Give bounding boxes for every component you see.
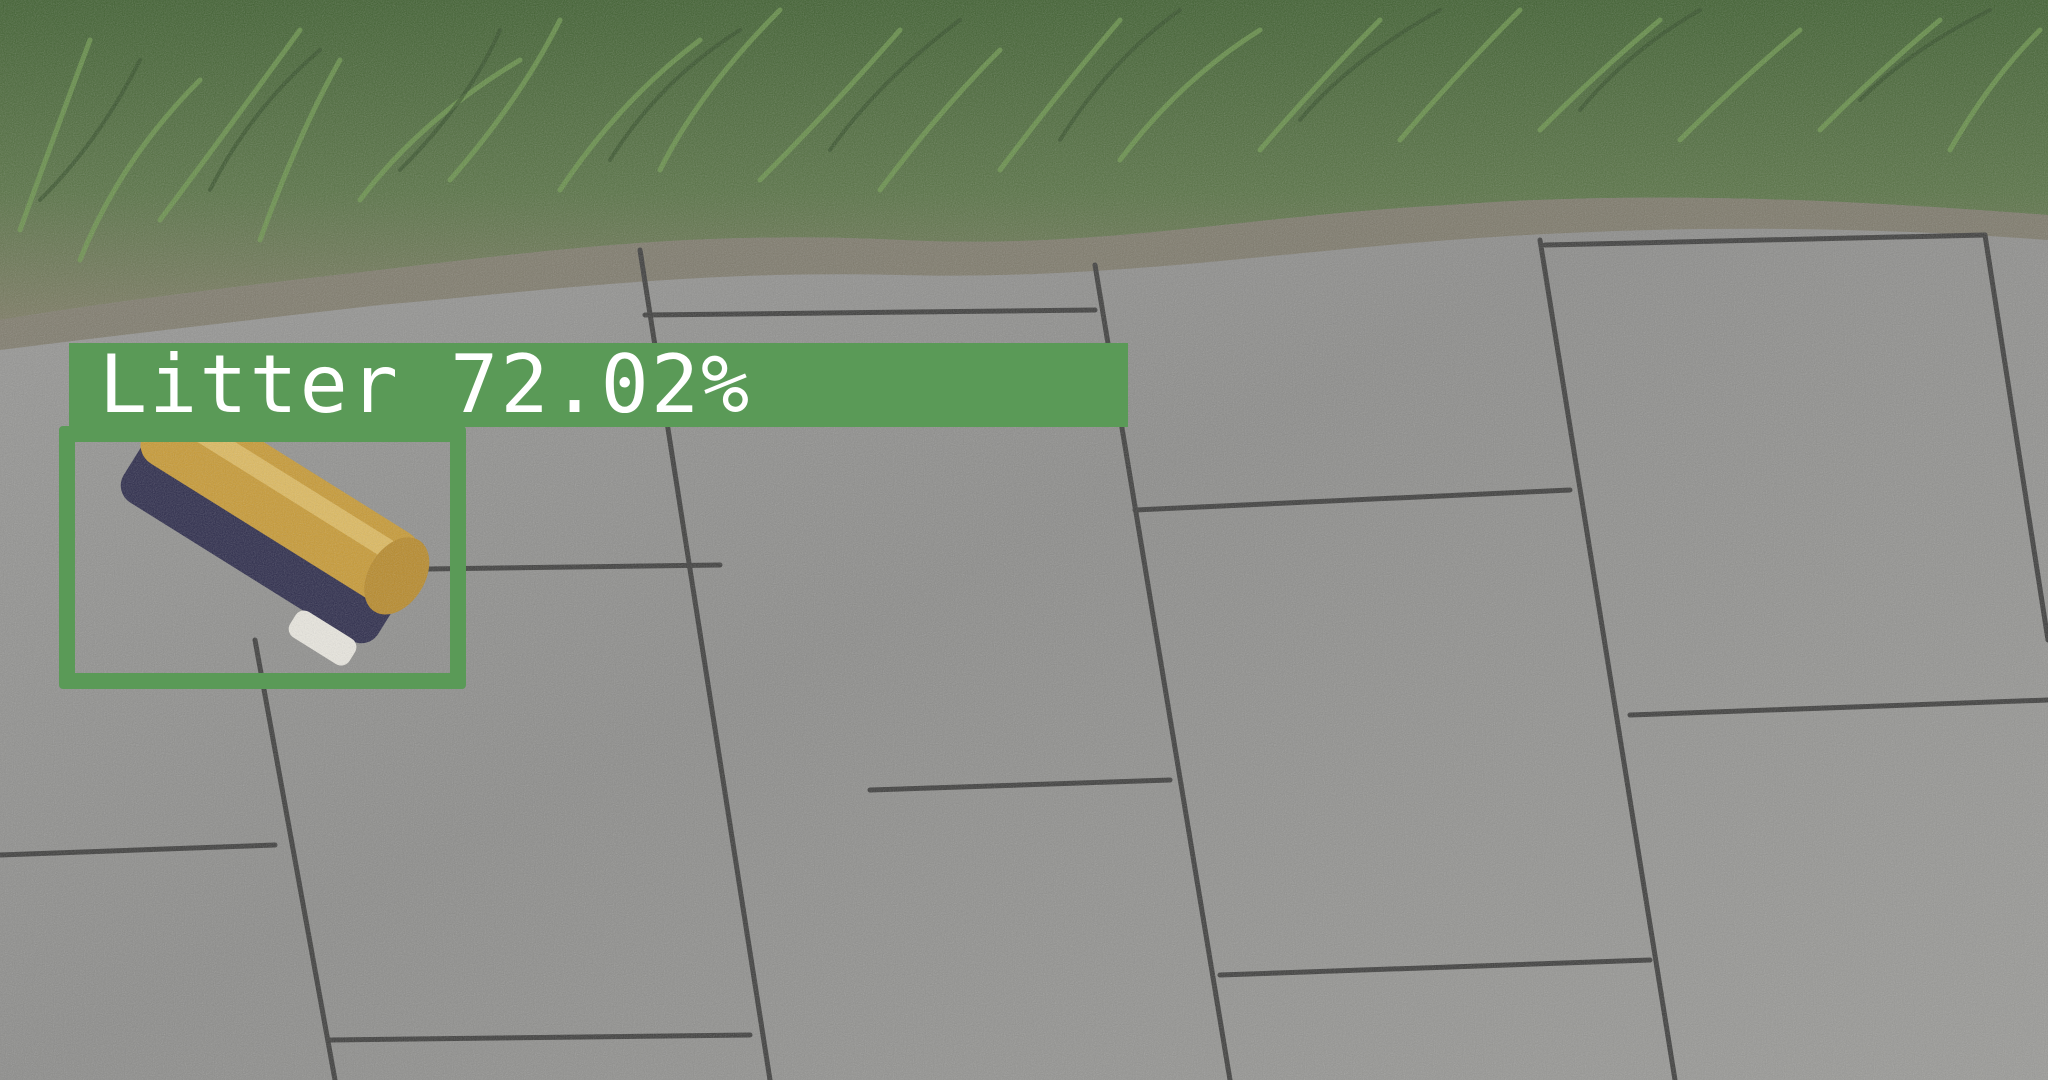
detection-label: Litter 72.02% (69, 343, 1128, 427)
detection-class-name: Litter (99, 343, 400, 427)
detection-bounding-box (59, 426, 466, 689)
detection-confidence: 72.02% (450, 343, 752, 427)
